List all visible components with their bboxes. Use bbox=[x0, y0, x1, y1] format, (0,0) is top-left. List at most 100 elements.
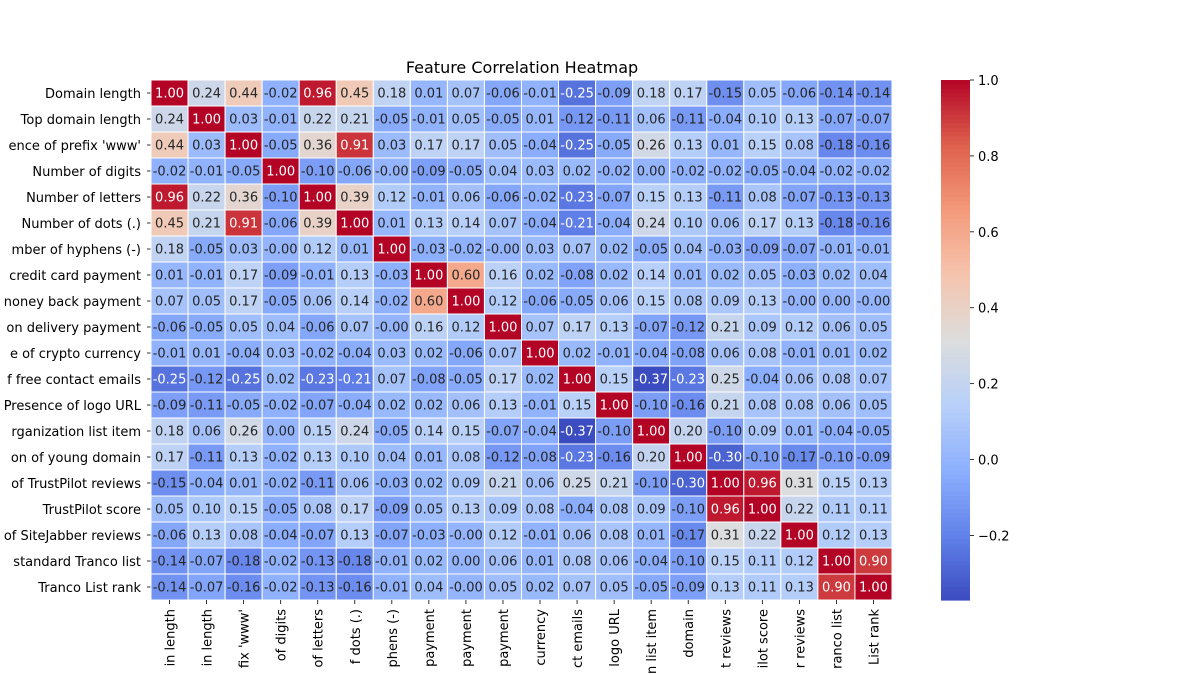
cell-value-label: 1.00 bbox=[488, 321, 517, 336]
column-label: n list item bbox=[645, 609, 660, 674]
cell-value-label: -0.05 bbox=[190, 321, 224, 336]
cell-value-label: 0.06 bbox=[711, 347, 740, 362]
colorbar-segment bbox=[941, 166, 970, 172]
cell-value-label: 0.21 bbox=[600, 477, 629, 492]
cell-value-label: -0.23 bbox=[560, 191, 594, 206]
heatmap-cell bbox=[669, 547, 708, 575]
cell-value-label: 0.08 bbox=[748, 347, 777, 362]
cell-value-label: 0.13 bbox=[229, 451, 258, 466]
colorbar-segment bbox=[941, 253, 970, 259]
cell-value-label: 0.44 bbox=[229, 87, 258, 102]
heatmap-cell bbox=[298, 521, 337, 549]
cell-value-label: 0.13 bbox=[600, 321, 629, 336]
colorbar-segment bbox=[941, 270, 970, 276]
cell-value-label: 0.06 bbox=[192, 425, 221, 440]
colorbar-segment bbox=[941, 435, 970, 441]
cell-value-label: 0.11 bbox=[748, 581, 777, 596]
cell-value-label: 0.15 bbox=[451, 425, 480, 440]
cell-value-label: 0.15 bbox=[303, 425, 332, 440]
cell-value-label: 0.04 bbox=[414, 581, 443, 596]
cell-value-label: 0.00 bbox=[822, 295, 851, 310]
cell-value-label: 0.17 bbox=[563, 321, 592, 336]
cell-value-label: -0.16 bbox=[227, 581, 261, 596]
cell-value-label: 0.15 bbox=[822, 477, 851, 492]
column-label: currency bbox=[534, 609, 549, 666]
cell-value-label: -0.15 bbox=[153, 477, 187, 492]
cell-value-label: -0.06 bbox=[153, 529, 187, 544]
cell-value-label: -0.11 bbox=[597, 113, 631, 128]
chart-title: Feature Correlation Heatmap bbox=[406, 58, 638, 77]
cell-value-label: 0.10 bbox=[192, 503, 221, 518]
colorbar-segment bbox=[941, 595, 970, 601]
cell-value-label: 0.17 bbox=[155, 451, 184, 466]
cell-value-label: 1.00 bbox=[711, 477, 740, 492]
heatmap-cell bbox=[446, 209, 485, 237]
cell-value-label: 0.36 bbox=[229, 191, 258, 206]
colorbar-segment bbox=[941, 509, 970, 514]
cell-value-label: 0.01 bbox=[192, 347, 221, 362]
colorbar-segment bbox=[941, 153, 970, 159]
colorbar-segment bbox=[941, 552, 970, 558]
cell-value-label: 0.13 bbox=[303, 451, 332, 466]
colorbar-segment bbox=[941, 227, 970, 233]
cell-value-label: -0.07 bbox=[783, 243, 817, 258]
colorbar-segment bbox=[941, 210, 970, 215]
heatmap-cell bbox=[483, 105, 523, 133]
cell-value-label: 0.12 bbox=[785, 555, 814, 570]
heatmap-cell bbox=[150, 417, 189, 445]
cell-value-label: 0.21 bbox=[711, 321, 740, 336]
cell-value-label: 0.02 bbox=[414, 399, 443, 414]
column-label: r reviews bbox=[793, 609, 808, 668]
cell-value-label: 0.11 bbox=[859, 503, 888, 518]
heatmap-cell bbox=[187, 547, 226, 575]
cell-value-label: 0.04 bbox=[266, 321, 295, 336]
colorbar-segment bbox=[941, 305, 970, 311]
cell-value-label: 0.15 bbox=[563, 399, 592, 414]
colorbar-segment bbox=[941, 513, 970, 519]
cell-value-label: -0.11 bbox=[190, 399, 224, 414]
colorbar-segment bbox=[941, 244, 970, 250]
cell-value-label: 0.08 bbox=[785, 139, 814, 154]
cell-value-label: -0.03 bbox=[412, 529, 446, 544]
cell-value-label: 0.15 bbox=[637, 295, 666, 310]
colorbar-segment bbox=[941, 110, 970, 116]
cell-value-label: 0.13 bbox=[340, 269, 369, 284]
colorbar-segment bbox=[941, 309, 970, 315]
heatmap-cell bbox=[224, 365, 263, 393]
colorbar-segment bbox=[941, 140, 970, 146]
heatmap-cell bbox=[706, 287, 745, 315]
cell-value-label: 0.18 bbox=[155, 243, 184, 258]
cell-value-label: -0.21 bbox=[338, 373, 372, 388]
heatmap-cell bbox=[743, 417, 782, 445]
cell-value-label: 0.08 bbox=[600, 503, 629, 518]
cell-value-label: 0.17 bbox=[229, 295, 258, 310]
colorbar-segment bbox=[941, 565, 970, 571]
cell-value-label: -0.01 bbox=[523, 399, 557, 414]
cell-value-label: 0.22 bbox=[303, 113, 332, 128]
heatmap-cell bbox=[409, 573, 448, 601]
heatmap-cell bbox=[335, 131, 374, 159]
colorbar-segment bbox=[941, 413, 970, 419]
heatmap-cell bbox=[261, 313, 300, 341]
cell-value-label: 0.02 bbox=[526, 581, 555, 596]
heatmap-cell bbox=[669, 287, 708, 315]
cell-value-label: 0.01 bbox=[785, 425, 814, 440]
cell-value-label: 0.39 bbox=[340, 191, 369, 206]
cell-value-label: -0.16 bbox=[857, 139, 891, 154]
heatmap-cell bbox=[854, 157, 893, 185]
heatmap-cell bbox=[521, 79, 560, 107]
cell-value-label: -0.05 bbox=[486, 113, 520, 128]
cell-value-label: 0.31 bbox=[711, 529, 740, 544]
heatmap-cell bbox=[743, 547, 782, 575]
cell-value-label: 0.13 bbox=[488, 399, 517, 414]
cell-value-label: 0.26 bbox=[637, 139, 666, 154]
cell-value-label: 0.02 bbox=[526, 269, 555, 284]
cell-value-label: 0.16 bbox=[488, 269, 517, 284]
row-label: on delivery payment bbox=[6, 321, 141, 336]
colorbar-tick-label: 0.8 bbox=[978, 150, 999, 165]
cell-value-label: 0.03 bbox=[526, 165, 555, 180]
heatmap-cell bbox=[669, 131, 708, 159]
colorbar-segment bbox=[941, 188, 970, 194]
cell-value-label: 0.24 bbox=[637, 217, 666, 232]
cell-value-label: 0.07 bbox=[340, 321, 369, 336]
